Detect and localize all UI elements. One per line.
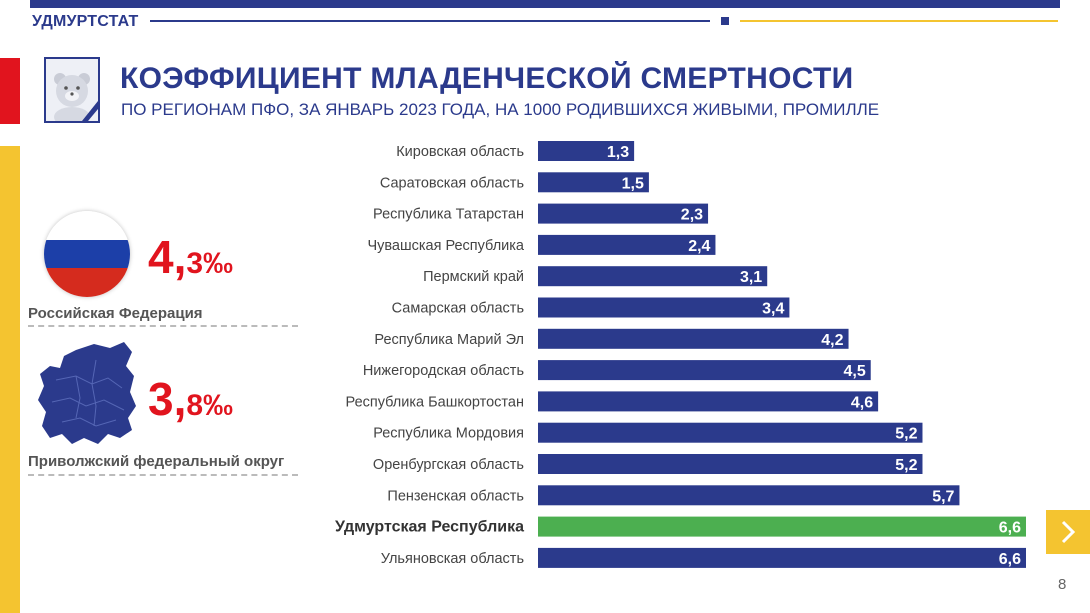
category-label: Оренбургская область <box>373 457 524 473</box>
value-label: 6,6 <box>999 551 1021 568</box>
value-label: 2,3 <box>681 207 703 224</box>
value-label: 2,4 <box>688 238 710 255</box>
page-number: 8 <box>1058 576 1067 593</box>
bar <box>538 141 635 161</box>
category-label: Удмуртская Республика <box>335 519 524 536</box>
value-label: 1,3 <box>607 144 629 161</box>
value-label: 4,5 <box>843 363 865 380</box>
page-subtitle: ПО РЕГИОНАМ ПФО, ЗА ЯНВАРЬ 2023 ГОДА, НА… <box>121 100 880 119</box>
russia-rate: 4,3‰ <box>148 230 233 284</box>
bar <box>538 360 871 381</box>
value-label: 4,2 <box>821 332 843 349</box>
category-label: Саратовская область <box>380 175 524 191</box>
header-divider-square <box>721 17 729 25</box>
category-label: Республика Мордовия <box>373 426 524 442</box>
category-label: Нижегородская область <box>363 363 524 379</box>
chevron-right-icon <box>1061 520 1076 544</box>
value-label: 1,5 <box>622 175 644 192</box>
value-label: 3,1 <box>740 269 762 286</box>
pfo-rate-fraction: 8‰ <box>186 389 234 422</box>
divider <box>28 474 298 476</box>
category-label: Пермский край <box>423 269 524 285</box>
pfo-rate: 3,8‰ <box>148 372 233 426</box>
accent-stripe-yellow <box>0 146 20 613</box>
bar <box>538 234 716 255</box>
category-label: Кировская область <box>396 144 524 160</box>
bar <box>538 172 649 193</box>
bar-chart: Кировская область 1,3 Саратовская область 1… <box>335 141 1026 568</box>
brand-label: УДМУРТСТАТ <box>32 13 139 30</box>
category-label: Республика Татарстан <box>373 207 524 223</box>
volga-district-map-icon <box>38 342 136 444</box>
next-slide-button[interactable] <box>1046 510 1090 554</box>
bar <box>538 516 1026 537</box>
category-label: Республика Башкортостан <box>346 394 524 410</box>
divider <box>28 325 298 327</box>
bar <box>538 266 768 287</box>
bar <box>538 391 879 412</box>
pfo-rate-int: 3, <box>148 373 187 425</box>
header-divider-blue <box>150 20 710 22</box>
russia-rate-int: 4, <box>148 231 187 283</box>
top-bar <box>30 0 1060 8</box>
category-label: Республика Марий Эл <box>374 332 524 348</box>
value-label: 6,6 <box>999 520 1021 537</box>
header-divider-yellow <box>740 20 1058 22</box>
bar <box>538 203 709 224</box>
category-label: Пензенская область <box>387 488 524 504</box>
accent-stripe-red <box>0 58 20 124</box>
pfo-label: Приволжский федеральный округ <box>28 453 285 470</box>
bar <box>538 328 849 349</box>
value-label: 3,4 <box>762 301 784 318</box>
value-label: 4,6 <box>851 394 873 411</box>
bar <box>538 454 923 474</box>
russia-flag-icon <box>44 211 130 297</box>
russia-rate-fraction: 3‰ <box>186 247 234 280</box>
category-label: Самарская область <box>392 301 524 317</box>
russia-label: Российская Федерация <box>28 305 203 322</box>
page-title: КОЭФФИЦИЕНТ МЛАДЕНЧЕСКОЙ СМЕРТНОСТИ <box>120 62 854 95</box>
category-label: Ульяновская область <box>381 551 524 567</box>
teddy-bear-icon <box>44 57 100 123</box>
value-label: 5,2 <box>895 426 917 443</box>
bar <box>538 485 960 506</box>
bar <box>538 422 923 443</box>
category-label: Чувашская Республика <box>367 238 524 254</box>
value-label: 5,7 <box>932 488 954 505</box>
bar <box>538 297 790 318</box>
bar <box>538 547 1026 568</box>
value-label: 5,2 <box>895 457 917 474</box>
